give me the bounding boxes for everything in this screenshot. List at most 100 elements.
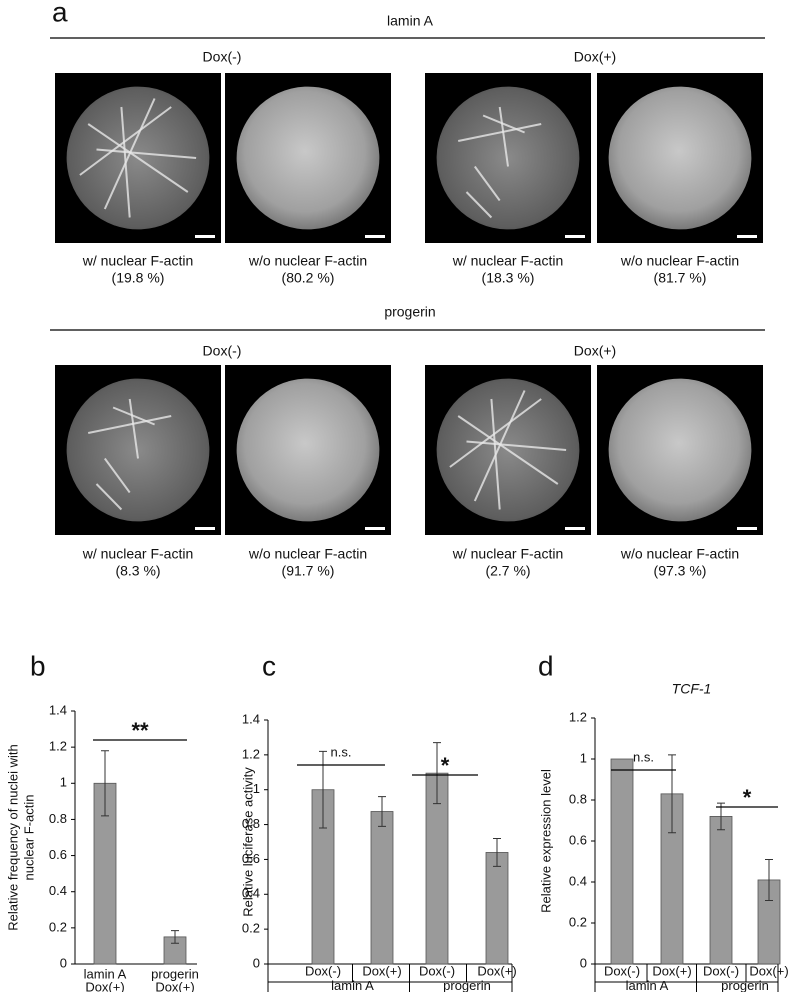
filament (128, 398, 139, 459)
y-tick-label: 1 (580, 750, 587, 765)
error-bar (668, 754, 676, 834)
y-tick-label: 1.2 (49, 739, 67, 754)
y-tick-label: 1.4 (242, 711, 260, 726)
bar (485, 852, 509, 965)
filament (449, 398, 542, 468)
filament (465, 191, 493, 219)
filament (120, 106, 131, 218)
scale-bar (565, 527, 585, 530)
y-tick-label: 1.2 (242, 746, 260, 761)
y-tick-label: 0.8 (569, 791, 587, 806)
image-caption: w/ nuclear F-actin (82, 546, 193, 562)
significance-label: * (441, 753, 450, 778)
scale-bar (737, 527, 757, 530)
y-tick-label: 1 (60, 775, 67, 790)
image-percent: (2.7 %) (485, 563, 530, 579)
significance-label: * (743, 785, 752, 810)
group-title: Dox(+) (574, 343, 616, 359)
group-label: progerin (721, 978, 769, 992)
filament (473, 390, 526, 502)
scale-bar (195, 235, 215, 238)
filament (473, 165, 501, 202)
significance-label: n.s. (633, 749, 654, 764)
chart-title: TCF-1 (672, 681, 712, 697)
y-tick-label: 0 (60, 955, 67, 970)
x-tick-label: progerin (151, 966, 199, 981)
group-title: Dox(+) (574, 49, 616, 65)
image-percent: (8.3 %) (115, 563, 160, 579)
scale-bar (565, 235, 585, 238)
nucleus (436, 86, 580, 230)
nucleus (236, 378, 380, 522)
y-tick-label: 1.2 (569, 709, 587, 724)
image-percent: (19.8 %) (112, 270, 165, 286)
y-tick-label: 0.6 (242, 851, 260, 866)
y-tick-label: 0.2 (49, 919, 67, 934)
x-tick-label: Dox(-) (604, 963, 640, 978)
error-bar (765, 858, 773, 901)
y-tick-label: 0.2 (569, 914, 587, 929)
scale-bar (195, 527, 215, 530)
error-bar (319, 750, 327, 829)
image-caption: w/o nuclear F-actin (248, 253, 367, 269)
scale-bar (737, 235, 757, 238)
x-tick-label: Dox(-) (305, 963, 341, 978)
filament (96, 148, 197, 159)
y-axis-label: Relative luciferase activity (240, 767, 255, 917)
y-tick-label: 1 (253, 781, 260, 796)
filament (87, 415, 172, 434)
nucleus (608, 86, 752, 230)
group-label: progerin (443, 978, 491, 992)
filament (498, 106, 509, 167)
y-tick-label: 0.8 (242, 816, 260, 831)
x-tick-label: Dox(+) (155, 979, 194, 992)
y-tick-label: 0.2 (242, 921, 260, 936)
y-axis-label: nuclear F-actin (21, 795, 36, 881)
y-tick-label: 0.6 (569, 832, 587, 847)
x-tick-label: Dox(+) (652, 963, 691, 978)
x-tick-label: Dox(+) (749, 963, 788, 978)
y-tick-label: 0 (253, 955, 260, 970)
filament (79, 106, 172, 176)
y-tick-label: 1.4 (49, 702, 67, 717)
significance-label: ** (131, 718, 149, 743)
image-percent: (18.3 %) (482, 270, 535, 286)
image-percent: (91.7 %) (282, 563, 335, 579)
image-percent: (97.3 %) (654, 563, 707, 579)
error-bar (378, 796, 386, 827)
error-bar (493, 838, 501, 867)
image-percent: (80.2 %) (282, 270, 335, 286)
nucleus (66, 378, 210, 522)
filament (490, 398, 501, 510)
error-bar (171, 930, 179, 944)
section-title: progerin (384, 304, 435, 320)
filament (95, 483, 123, 511)
bar (370, 811, 394, 965)
scale-bar (365, 235, 385, 238)
y-tick-label: 0.8 (49, 811, 67, 826)
y-axis-label: Relative expression level (538, 769, 553, 913)
bar (709, 816, 733, 965)
y-tick-label: 0 (580, 955, 587, 970)
error-bar (433, 742, 441, 805)
panel-label: a (52, 0, 68, 27)
y-axis-label: Relative frequency of nuclei with (5, 744, 20, 930)
y-tick-label: 0.4 (569, 873, 587, 888)
x-tick-label: Dox(+) (362, 963, 401, 978)
bar (610, 758, 634, 965)
nucleus (608, 378, 752, 522)
image-caption: w/ nuclear F-actin (82, 253, 193, 269)
filament (457, 123, 542, 142)
image-caption: w/o nuclear F-actin (620, 253, 739, 269)
image-caption: w/o nuclear F-actin (620, 546, 739, 562)
x-tick-label: Dox(+) (85, 979, 124, 992)
filament (103, 98, 156, 210)
y-tick-label: 0.4 (242, 886, 260, 901)
x-tick-label: Dox(-) (703, 963, 739, 978)
panel-label: b (30, 650, 46, 681)
image-caption: w/ nuclear F-actin (452, 253, 563, 269)
y-tick-label: 0.6 (49, 847, 67, 862)
group-title: Dox(-) (203, 49, 242, 65)
panel-label: d (538, 650, 554, 681)
group-title: Dox(-) (203, 343, 242, 359)
